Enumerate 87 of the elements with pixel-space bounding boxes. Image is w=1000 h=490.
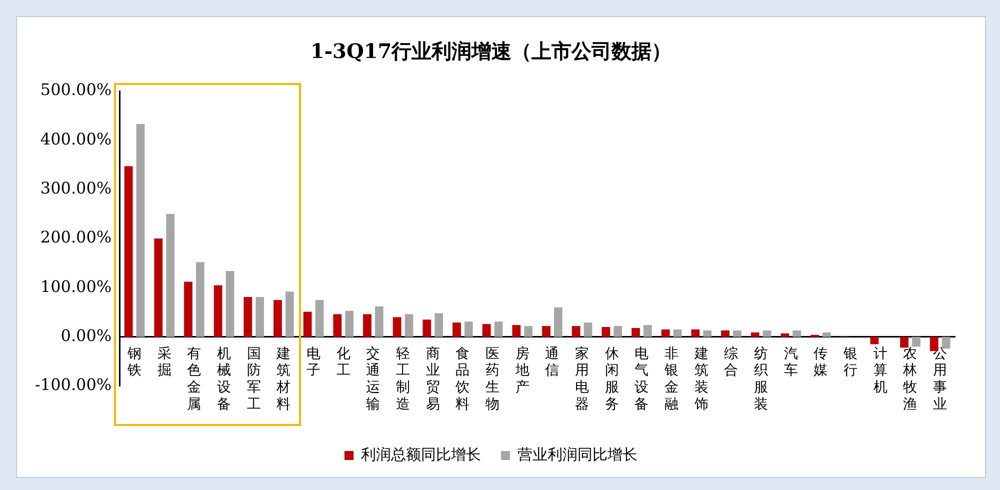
bar	[780, 333, 790, 337]
bar	[184, 282, 192, 337]
bar	[870, 336, 879, 344]
x-tick-label: 传媒	[814, 346, 828, 379]
bar	[554, 307, 562, 337]
bar	[900, 336, 908, 348]
bar	[572, 326, 580, 337]
bar	[434, 313, 444, 337]
x-tick-label: 家用电器	[575, 346, 590, 412]
x-tick-label: 钢铁	[126, 346, 142, 379]
bar	[512, 325, 521, 337]
bar	[464, 322, 473, 337]
bar	[661, 329, 670, 337]
bar	[154, 238, 163, 337]
bar	[673, 329, 682, 337]
bar	[363, 314, 372, 337]
bar	[422, 320, 432, 337]
bar	[124, 166, 133, 337]
bar	[196, 262, 204, 337]
y-tick-label: -100.00%	[35, 375, 112, 394]
y-tick-label: 500.00%	[40, 80, 112, 100]
bar	[256, 297, 264, 337]
x-tick-label: 建筑材料	[276, 346, 291, 412]
bar	[762, 330, 772, 337]
legend-label: 营业利润同比增长	[518, 445, 638, 464]
bar	[136, 124, 145, 337]
bar	[482, 324, 491, 337]
y-tick-label: 0.00%	[60, 326, 112, 345]
bar	[226, 270, 234, 337]
bar	[274, 300, 282, 337]
bar	[524, 326, 533, 337]
y-tick-label: 400.00%	[40, 129, 112, 148]
bar	[374, 306, 384, 337]
bar	[691, 329, 700, 337]
bar	[644, 325, 652, 337]
bar	[303, 312, 312, 337]
bar	[404, 314, 414, 337]
y-tick-label: 200.00%	[40, 228, 112, 247]
x-tick-label: 通信	[545, 346, 560, 379]
x-tick-label: 化工	[336, 346, 350, 379]
x-tick-label: 房地产	[514, 346, 530, 396]
bar	[822, 332, 831, 337]
x-tick-label: 有色金属	[187, 346, 202, 412]
bar	[542, 326, 550, 337]
bar	[494, 322, 503, 337]
x-tick-label: 交通运输	[366, 346, 380, 412]
x-tick-label: 食品饮料	[454, 346, 470, 412]
bar	[632, 328, 640, 337]
bar	[214, 285, 222, 337]
bar	[392, 317, 402, 337]
bar	[285, 292, 294, 337]
x-tick-label: 农林牧渔	[902, 346, 918, 412]
bar	[584, 322, 592, 337]
x-tick-label: 综合	[724, 346, 738, 379]
x-tick-label: 国防军工	[246, 346, 261, 412]
x-tick-label: 建筑装饰	[693, 346, 708, 412]
y-tick-label: 300.00%	[40, 178, 112, 198]
x-tick-label: 电气设备	[634, 346, 649, 412]
bar	[244, 297, 252, 337]
bar	[614, 326, 622, 337]
bar	[792, 330, 802, 337]
x-tick-label: 纺织服装	[754, 346, 768, 412]
x-tick-label: 汽车	[784, 346, 798, 379]
bar	[602, 327, 610, 337]
x-tick-label: 非银金融	[664, 346, 679, 412]
x-tick-label: 医药生物	[486, 346, 500, 412]
bar	[912, 336, 920, 347]
x-tick-label: 采掘	[157, 346, 172, 379]
bar	[315, 300, 324, 337]
bar	[333, 314, 342, 337]
chart-title: 1-3Q17行业利润增速（上市公司数据）	[310, 39, 672, 64]
bar	[703, 330, 712, 337]
x-tick-label: 商业贸易	[426, 346, 440, 412]
bar	[721, 330, 730, 337]
x-tick-label: 休闲服务	[604, 346, 619, 412]
x-tick-label: 电子	[306, 346, 321, 379]
x-tick-label: 机械设备	[217, 346, 232, 412]
legend-label: 利润总额同比增长	[361, 445, 481, 464]
x-tick-label: 计算机	[873, 346, 888, 396]
bar	[750, 332, 760, 337]
bar	[166, 214, 174, 337]
bar	[733, 330, 742, 337]
bar	[345, 310, 354, 337]
x-tick-label: 轻工制造	[396, 346, 410, 412]
y-tick-label: 100.00%	[40, 276, 112, 296]
x-tick-label: 银行	[842, 346, 858, 379]
bar	[452, 322, 461, 337]
